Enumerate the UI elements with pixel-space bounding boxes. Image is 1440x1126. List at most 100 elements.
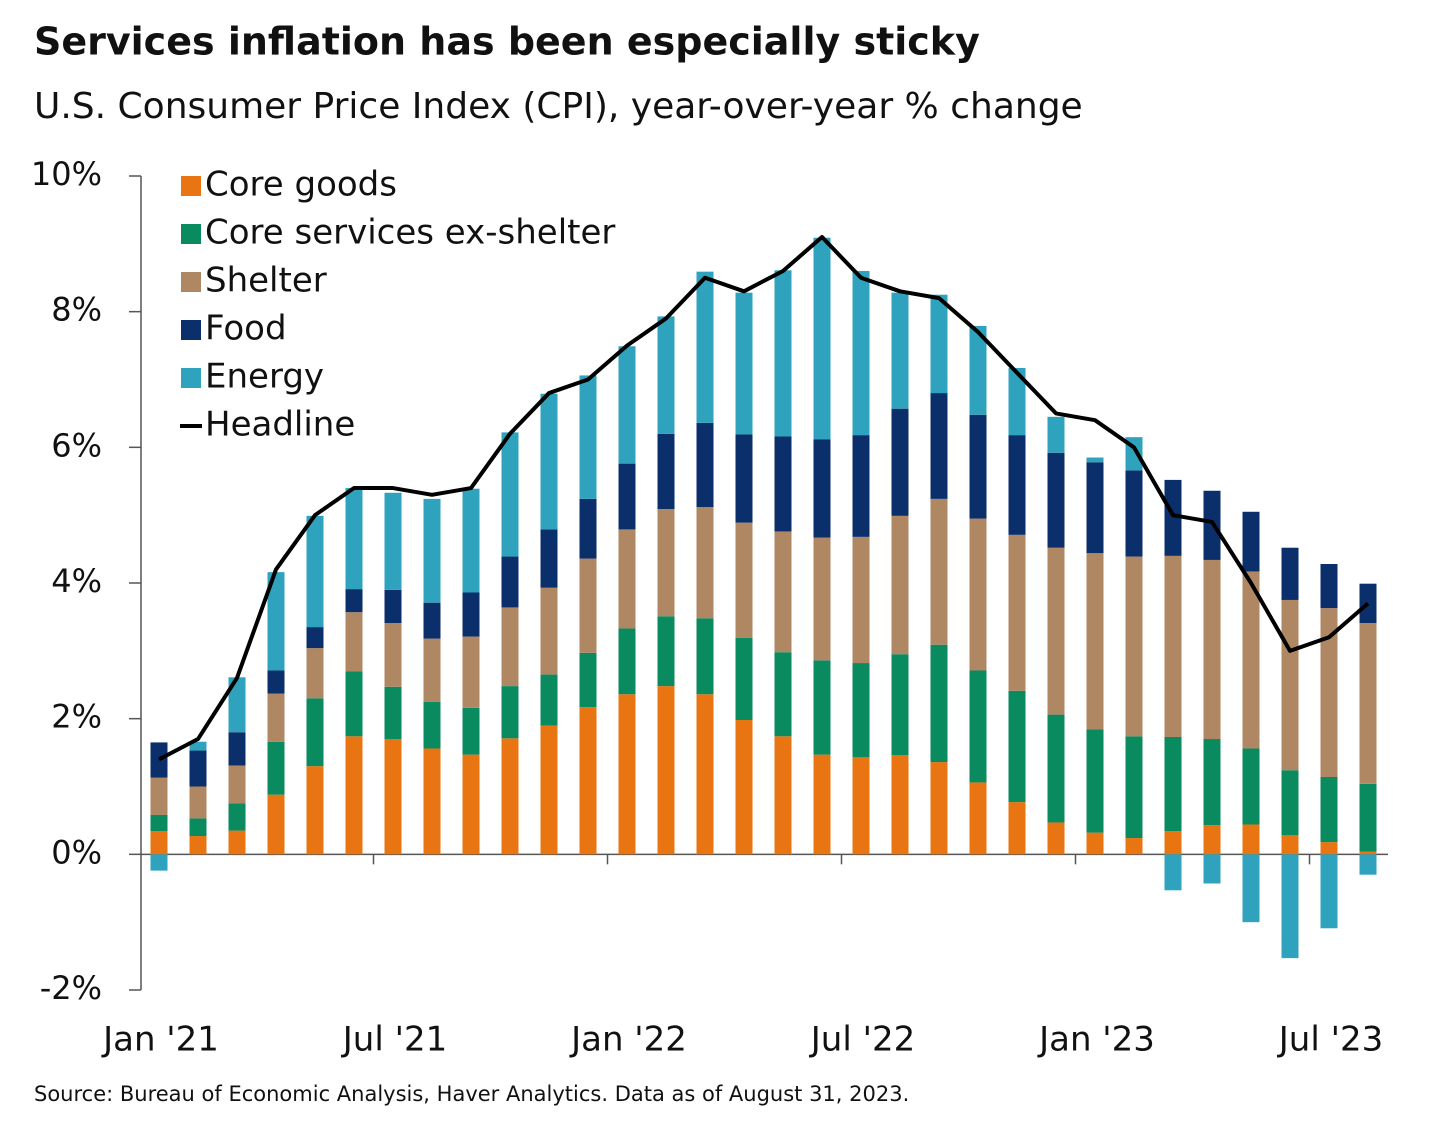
bar-segment <box>618 694 636 855</box>
bar-segment <box>1281 854 1299 959</box>
bar-segment <box>1359 623 1377 784</box>
y-tick-label: 4% <box>51 562 102 600</box>
bar-segment <box>1164 831 1182 855</box>
bar-segment <box>306 627 324 649</box>
bar-segment <box>735 637 753 721</box>
bar-segment <box>891 292 909 409</box>
x-tick-label: Jan '21 <box>101 1020 219 1060</box>
source-note: Source: Bureau of Economic Analysis, Hav… <box>34 1082 909 1106</box>
bar-segment <box>813 237 831 440</box>
bar-segment <box>774 270 792 437</box>
legend-swatch <box>181 224 201 244</box>
bar-segment <box>696 271 714 423</box>
y-tick-label: 0% <box>51 833 102 871</box>
bar-segment <box>1008 690 1026 803</box>
bar-segment <box>774 652 792 737</box>
bar-segment <box>150 854 168 871</box>
bar-segment <box>1125 470 1143 557</box>
bar-segment <box>423 498 441 603</box>
bar-segment <box>618 463 636 530</box>
bar-segment <box>462 754 480 855</box>
legend-label: Headline <box>205 405 355 445</box>
bar-segment <box>1164 736 1182 832</box>
bar-segment <box>1242 571 1260 749</box>
bar-segment <box>228 732 246 766</box>
bar-segment <box>267 572 285 671</box>
bar-segment <box>1086 553 1104 730</box>
bar-segment <box>1320 608 1338 778</box>
bar-segment <box>1008 367 1026 436</box>
bar-segment <box>1047 822 1065 855</box>
bar-segment <box>501 686 519 739</box>
y-tick-label: 8% <box>51 291 102 329</box>
bar-segment <box>1242 511 1260 572</box>
bar-segment <box>969 518 987 671</box>
bar-segment <box>813 660 831 755</box>
bar-segment <box>228 677 246 733</box>
legend-swatch <box>181 272 201 292</box>
bar-segment <box>1164 479 1182 556</box>
legend-label: Shelter <box>205 261 327 301</box>
bar-segment <box>384 739 402 855</box>
bar-segment <box>306 515 324 628</box>
bar-segment <box>1086 462 1104 554</box>
bar-segment <box>852 270 870 436</box>
y-tick-label: -2% <box>40 969 102 1007</box>
legend-label: Energy <box>205 357 324 397</box>
x-tick-label: Jan '23 <box>1037 1020 1155 1060</box>
bar-segment <box>969 670 987 783</box>
bar-segment <box>579 558 597 653</box>
legend-swatch <box>181 320 201 340</box>
bar-segment <box>852 536 870 664</box>
bar-segment <box>657 509 675 617</box>
bar-segment <box>1164 854 1182 891</box>
bar-segment <box>696 422 714 508</box>
bar-segment <box>189 786 207 819</box>
bar-segment <box>384 589 402 624</box>
bar-segment <box>618 529 636 629</box>
bar-segment <box>423 748 441 855</box>
bar-segment <box>501 738 519 855</box>
legend-label: Core goods <box>205 165 397 205</box>
bar-segment <box>1125 556 1143 737</box>
bar-segment <box>618 628 636 695</box>
bar-segment <box>930 393 948 499</box>
bar-segment <box>1203 739 1221 826</box>
x-tick-label: Jan '22 <box>569 1020 687 1060</box>
headline-line <box>158 235 1370 762</box>
bar-segment <box>150 814 168 832</box>
bar-segment <box>306 766 324 855</box>
bar-segment <box>735 292 753 435</box>
bar-segment <box>267 670 285 694</box>
bar-segment <box>1359 854 1377 875</box>
bar-segment <box>969 325 987 415</box>
bar-segment <box>540 725 558 855</box>
x-tick-label: Jul '23 <box>1277 1020 1383 1060</box>
y-tick-label: 10% <box>31 155 102 193</box>
bar-segment <box>579 652 597 708</box>
bar-segment <box>1281 835 1299 855</box>
bar-segment <box>1125 838 1143 855</box>
bar-segment <box>345 671 363 737</box>
bar-segment <box>969 782 987 855</box>
bar-segment <box>1320 564 1338 609</box>
bar-segment <box>891 408 909 516</box>
bar-segment <box>540 529 558 588</box>
bar-segment <box>1203 854 1221 884</box>
y-tick-label: 2% <box>51 698 102 736</box>
bar-segment <box>813 537 831 661</box>
bar-segment <box>267 794 285 855</box>
legend-label: Food <box>205 309 287 349</box>
bar-segment <box>1008 802 1026 855</box>
bar-segment <box>891 654 909 756</box>
bar-segment <box>462 636 480 708</box>
bar-segment <box>657 316 675 434</box>
bar-segment <box>462 707 480 755</box>
bar-segment <box>657 686 675 855</box>
bar-segment <box>462 488 480 593</box>
bar-segment <box>1086 457 1104 463</box>
bar-segment <box>1047 547 1065 715</box>
bar-segment <box>969 414 987 519</box>
bar-segment <box>423 638 441 702</box>
